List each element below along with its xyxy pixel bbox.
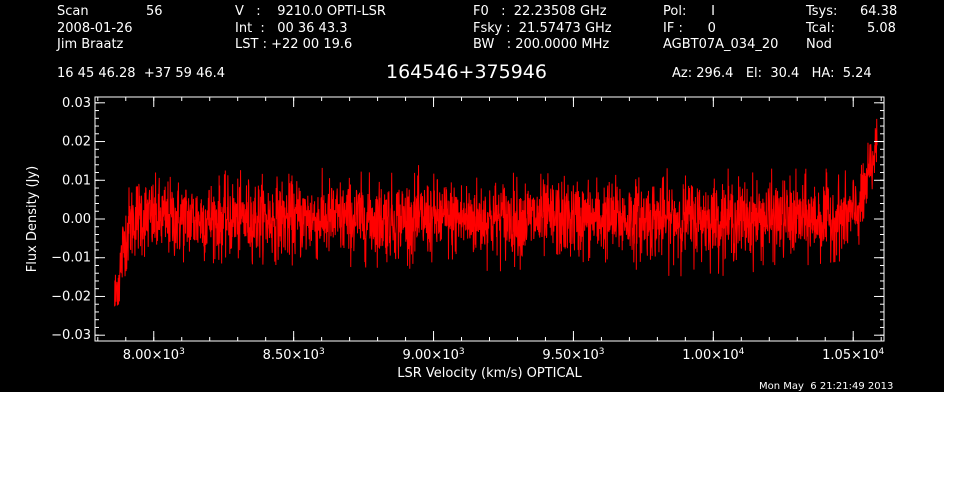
polarization: Pol: I bbox=[663, 4, 715, 19]
y-tick-label: 0.00 bbox=[62, 212, 91, 227]
scan-number: 56 bbox=[146, 4, 163, 19]
source-name: 164546+375946 bbox=[386, 61, 547, 83]
plot-window: Scan 56 2008-01-26 Jim Braatz V : 9210.0… bbox=[0, 0, 944, 392]
source-coordinates: 16 45 46.28 +37 59 46.4 bbox=[57, 66, 226, 81]
tsys-label: Tsys: bbox=[806, 4, 838, 19]
rest-frequency: F0 : 22.23508 GHz bbox=[473, 4, 607, 19]
project-id: AGBT07A_034_20 bbox=[663, 37, 779, 52]
tcal-value: 5.08 bbox=[867, 21, 896, 36]
procedure: Nod bbox=[806, 37, 832, 52]
spectrum-trace bbox=[114, 118, 878, 307]
velocity-info: V : 9210.0 OPTI-LSR bbox=[235, 4, 386, 19]
tsys-value: 64.38 bbox=[860, 4, 898, 19]
x-tick-label: 8.50×103 bbox=[263, 347, 325, 363]
x-tick-label: 8.00×103 bbox=[123, 347, 185, 363]
scan-label: Scan bbox=[57, 4, 89, 19]
az-el-ha: Az: 296.4 El: 30.4 HA: 5.24 bbox=[672, 66, 872, 81]
y-tick-label: 0.02 bbox=[62, 135, 91, 150]
observation-date: 2008-01-26 bbox=[57, 21, 133, 36]
observer-name: Jim Braatz bbox=[57, 37, 124, 52]
x-tick-label: 9.50×103 bbox=[542, 347, 604, 363]
x-tick-label: 1.00×104 bbox=[682, 347, 744, 363]
x-axis-label: LSR Velocity (km/s) OPTICAL bbox=[397, 366, 582, 381]
sky-frequency: Fsky : 21.57473 GHz bbox=[473, 21, 612, 36]
y-tick-label: −0.03 bbox=[51, 328, 91, 343]
y-axis-label: Flux Density (Jy) bbox=[25, 166, 40, 272]
bandwidth: BW : 200.0000 MHz bbox=[473, 37, 610, 52]
integration-time: Int : 00 36 43.3 bbox=[235, 21, 348, 36]
y-tick-label: 0.01 bbox=[62, 173, 91, 188]
tcal-label: Tcal: bbox=[806, 21, 835, 36]
spectrum-chart: 0.03 0.02 0.01 0.00 −0.01 −0.02 −0.03 8.00×103 8… bbox=[25, 96, 885, 381]
y-tick-label: −0.01 bbox=[51, 251, 91, 266]
y-tick-label: −0.02 bbox=[51, 289, 91, 304]
timestamp: Mon May 6 21:21:49 2013 bbox=[759, 381, 894, 392]
y-tick-label: 0.03 bbox=[62, 96, 91, 111]
if-number: IF : 0 bbox=[663, 21, 716, 36]
x-tick-label: 1.05×104 bbox=[822, 347, 884, 363]
lst-info: LST : +22 00 19.6 bbox=[235, 37, 353, 52]
x-tick-label: 9.00×103 bbox=[402, 347, 464, 363]
